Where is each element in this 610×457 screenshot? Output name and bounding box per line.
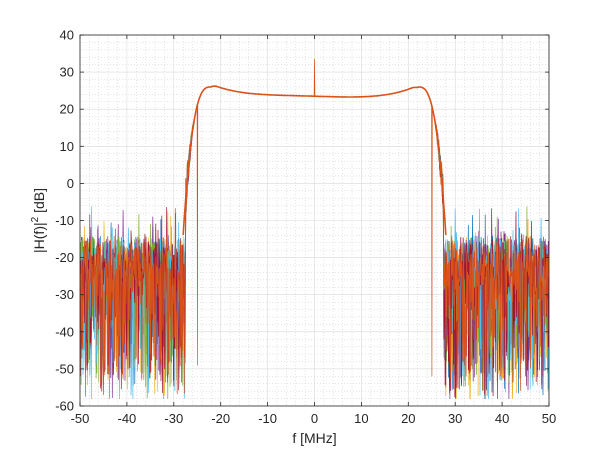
x-axis-label: f [MHz] xyxy=(292,430,336,446)
y-tick-label: -50 xyxy=(55,361,74,376)
x-tick-label: 50 xyxy=(542,411,556,426)
x-tick-label: 20 xyxy=(401,411,415,426)
y-tick-label: 0 xyxy=(67,176,74,191)
y-tick-label: -30 xyxy=(55,287,74,302)
y-tick-label: -10 xyxy=(55,213,74,228)
y-tick-label: -60 xyxy=(55,399,74,414)
y-tick-labels: -60 -50 -40 -30 -20 -10 0 10 20 30 40 xyxy=(55,28,74,414)
y-tick-label: 30 xyxy=(60,65,74,80)
x-tick-label: -40 xyxy=(118,411,137,426)
x-tick-label: -20 xyxy=(211,411,230,426)
tick-marks xyxy=(79,34,550,407)
x-tick-label: -10 xyxy=(258,411,277,426)
x-tick-label: 30 xyxy=(448,411,462,426)
passband-trace xyxy=(182,85,447,235)
y-axis-label: |H(f)|2 [dB] xyxy=(30,188,47,253)
x-tick-label: -30 xyxy=(164,411,183,426)
y-axis-label-main: |H(f)| xyxy=(31,222,47,253)
x-tick-label: 0 xyxy=(311,411,318,426)
series-line-7 xyxy=(80,58,549,399)
x-tick-label: -50 xyxy=(71,411,90,426)
y-axis-label-unit: [dB] xyxy=(31,188,47,217)
y-tick-label: -20 xyxy=(55,250,74,265)
x-tick-label: 40 xyxy=(495,411,509,426)
y-tick-label: 40 xyxy=(60,28,74,43)
y-tick-label: 10 xyxy=(60,139,74,154)
data-series xyxy=(80,58,549,399)
x-tick-labels: -50 -40 -30 -20 -10 0 10 20 30 40 50 xyxy=(71,411,557,426)
y-tick-label: -40 xyxy=(55,324,74,339)
y-tick-label: 20 xyxy=(60,102,74,117)
y-axis-label-superscript: 2 xyxy=(30,216,41,222)
x-tick-label: 10 xyxy=(354,411,368,426)
